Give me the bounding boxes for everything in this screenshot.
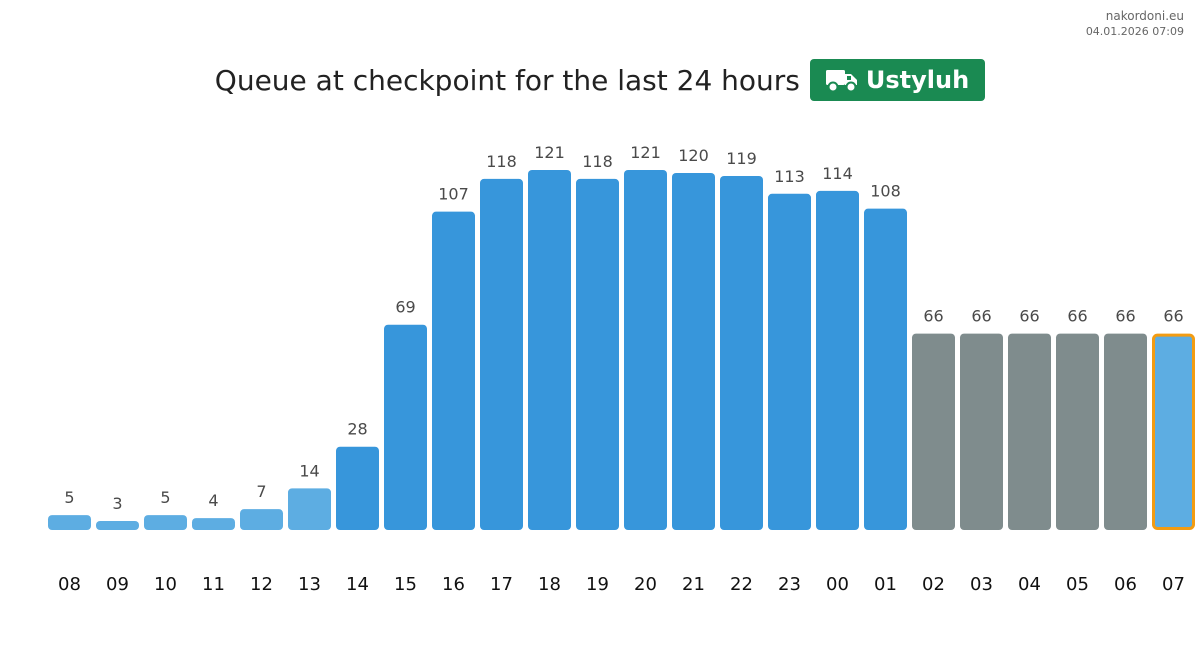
checkpoint-name: Ustyluh (865, 66, 970, 94)
bar-value-label: 4 (208, 491, 218, 510)
bar-value-label: 5 (64, 488, 74, 507)
bar[interactable] (480, 178, 523, 531)
bar[interactable] (528, 170, 571, 530)
x-tick-label: 20 (634, 574, 657, 595)
x-tick-label: 14 (346, 574, 369, 595)
bar[interactable] (384, 324, 427, 530)
bar[interactable] (864, 208, 907, 531)
bar[interactable] (768, 193, 811, 531)
bar[interactable] (432, 211, 475, 530)
page-title: Queue at checkpoint for the last 24 hour… (214, 63, 800, 97)
x-tick-label: 08 (58, 574, 81, 595)
bar[interactable] (960, 333, 1003, 530)
bar-value-label: 120 (678, 146, 709, 165)
x-tick-label: 07 (1162, 574, 1185, 595)
bar[interactable] (96, 521, 139, 530)
bar-value-label: 28 (347, 420, 367, 439)
x-tick-label: 00 (826, 574, 849, 595)
bar-value-label: 14 (299, 461, 319, 480)
bar[interactable] (720, 175, 763, 530)
x-tick-label: 11 (202, 574, 225, 595)
x-tick-label: 02 (922, 574, 945, 595)
bar-value-label: 66 (923, 307, 943, 326)
checkpoint-badge: Ustyluh (809, 59, 986, 101)
bar-value-label: 66 (1163, 307, 1183, 326)
bar-value-label: 69 (395, 298, 415, 317)
bar-value-label: 113 (774, 167, 805, 186)
x-tick-label: 06 (1114, 574, 1137, 595)
x-tick-label: 01 (874, 574, 897, 595)
bar-value-label: 114 (822, 164, 853, 183)
bar-value-label: 66 (1115, 307, 1135, 326)
bar[interactable] (240, 509, 283, 530)
x-tick-label: 17 (490, 574, 513, 595)
x-tick-label: 12 (250, 574, 273, 595)
x-tick-label: 18 (538, 574, 561, 595)
bar-value-label: 107 (438, 185, 469, 204)
bar[interactable] (1104, 333, 1147, 530)
x-tick-label: 21 (682, 574, 705, 595)
bar[interactable] (288, 488, 331, 530)
x-tick-label: 03 (970, 574, 993, 595)
bar-value-label: 7 (256, 482, 266, 501)
x-tick-label: 04 (1018, 574, 1041, 595)
bar[interactable] (816, 190, 859, 530)
x-tick-label: 22 (730, 574, 753, 595)
x-tick-label: 19 (586, 574, 609, 595)
chart-header: Queue at checkpoint for the last 24 hour… (0, 58, 1200, 102)
site-info: nakordoni.eu 04.01.2026 07:09 (1086, 8, 1184, 39)
bar-value-label: 5 (160, 488, 170, 507)
bar[interactable] (1152, 333, 1195, 530)
bar[interactable] (48, 515, 91, 530)
bar[interactable] (624, 170, 667, 530)
x-tick-label: 13 (298, 574, 321, 595)
bar[interactable] (576, 178, 619, 531)
bar-value-label: 121 (630, 143, 661, 162)
bar[interactable] (336, 446, 379, 530)
bar[interactable] (672, 172, 715, 530)
x-tick-label: 10 (154, 574, 177, 595)
bar[interactable] (192, 518, 235, 530)
bar-value-label: 108 (870, 182, 901, 201)
x-tick-label: 05 (1066, 574, 1089, 595)
bar-value-label: 3 (112, 494, 122, 513)
bar-value-label: 66 (1067, 307, 1087, 326)
bar[interactable] (912, 333, 955, 530)
bar-value-label: 66 (971, 307, 991, 326)
site-name[interactable]: nakordoni.eu (1105, 9, 1184, 23)
x-tick-label: 23 (778, 574, 801, 595)
x-tick-label: 09 (106, 574, 129, 595)
bar-value-label: 119 (726, 149, 757, 168)
bar-value-label: 118 (486, 152, 517, 171)
x-tick-label: 16 (442, 574, 465, 595)
site-timestamp: 04.01.2026 07:09 (1085, 25, 1184, 38)
x-tick-label: 15 (394, 574, 417, 595)
bar-value-label: 118 (582, 152, 613, 171)
truck-icon (825, 70, 857, 93)
bar[interactable] (1056, 333, 1099, 530)
bar-value-label: 66 (1019, 307, 1039, 326)
bar[interactable] (144, 515, 187, 530)
bar-value-label: 121 (534, 143, 565, 162)
bar[interactable] (1008, 333, 1051, 530)
